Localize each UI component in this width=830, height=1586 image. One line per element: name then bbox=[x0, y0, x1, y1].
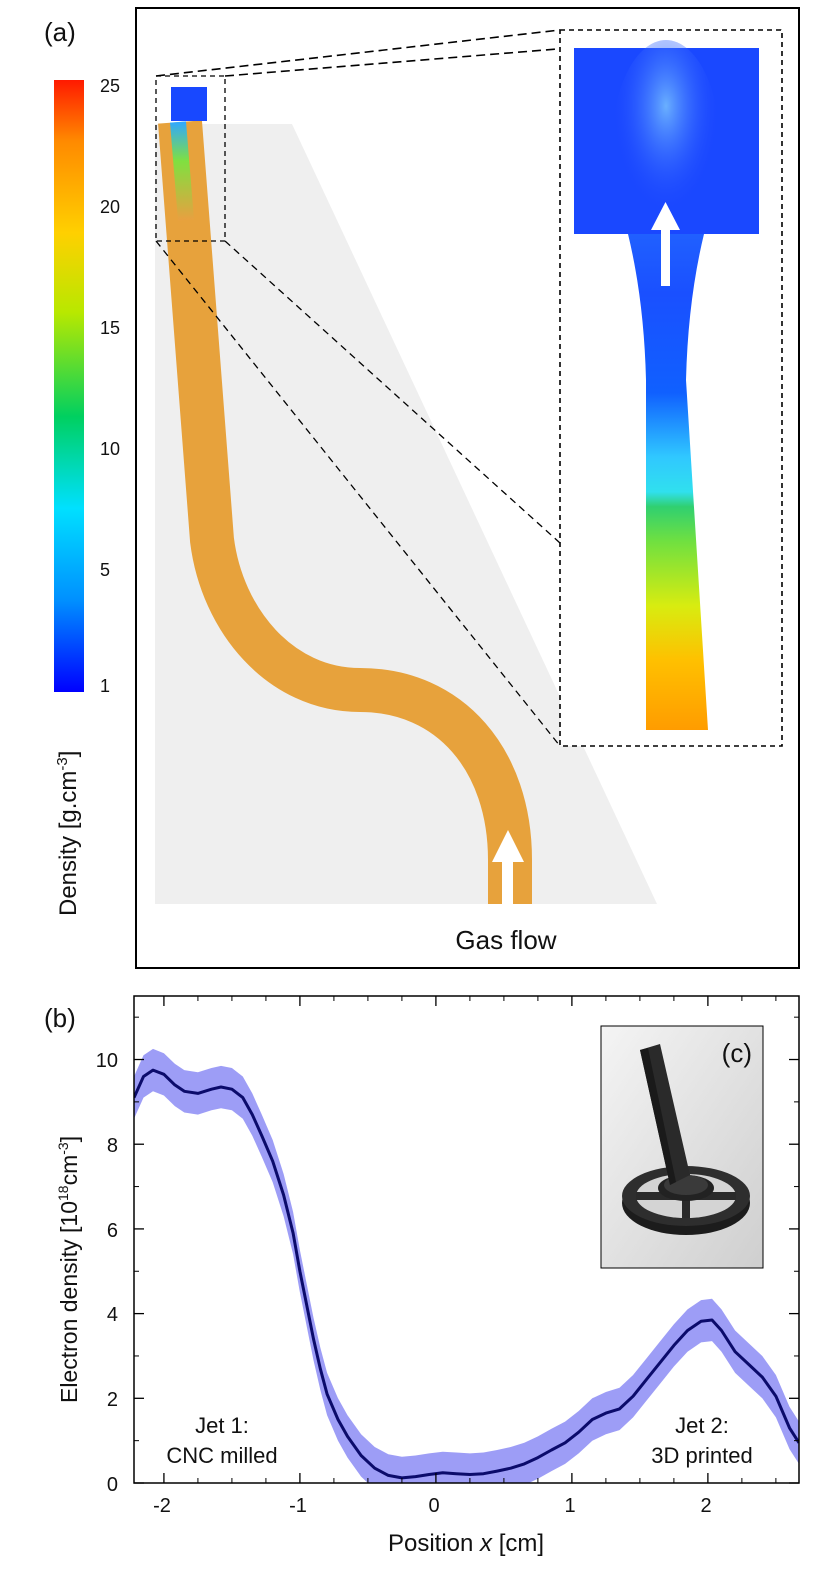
y-tick-label: 8 bbox=[107, 1135, 118, 1157]
zoom-line bbox=[224, 47, 571, 77]
x-tick-label: 0 bbox=[428, 1495, 439, 1517]
y-tick-label: 10 bbox=[96, 1050, 118, 1072]
inset-nozzle bbox=[628, 234, 708, 730]
x-tick-label: 2 bbox=[700, 1495, 711, 1517]
x-axis-title: Position x [cm] bbox=[388, 1530, 544, 1557]
x-tick-label: -1 bbox=[289, 1495, 307, 1517]
y-tick-label: 4 bbox=[107, 1304, 118, 1326]
panel-b-label: (b) bbox=[44, 1003, 76, 1033]
jet-channel bbox=[158, 120, 532, 904]
zoom-line bbox=[224, 240, 561, 544]
gas-flow-label: Gas flow bbox=[455, 925, 556, 955]
density-colorbar bbox=[54, 80, 84, 692]
jet1-annotation: Jet 1: CNC milled bbox=[166, 1413, 277, 1468]
plot-frame bbox=[133, 995, 800, 1484]
y-axis-title: Electron density [1018cm-3] bbox=[55, 1136, 82, 1403]
x-tick-label: 1 bbox=[564, 1495, 575, 1517]
zoom-inset bbox=[559, 29, 783, 747]
jet1-label: Jet 1: bbox=[195, 1413, 249, 1438]
panel-a: (a) 25 20 15 10 5 1 Density [g.cm-3] Gas… bbox=[44, 7, 800, 969]
plot-area bbox=[134, 996, 799, 1484]
x-tick-label: -2 bbox=[153, 1495, 171, 1517]
electron-density-line bbox=[134, 1068, 799, 1480]
colorbar-tick: 10 bbox=[100, 439, 120, 459]
y-tick-label: 2 bbox=[107, 1389, 118, 1411]
inset-photo: (c) bbox=[600, 1025, 764, 1269]
jet2-annotation: Jet 2: 3D printed bbox=[651, 1413, 753, 1468]
jet-neck bbox=[170, 121, 194, 221]
colorbar-tick: 15 bbox=[100, 318, 120, 338]
colorbar-tick: 25 bbox=[100, 76, 120, 96]
jet2-label: Jet 2: bbox=[675, 1413, 729, 1438]
colorbar-tick: 20 bbox=[100, 197, 120, 217]
jet2-method: 3D printed bbox=[651, 1443, 753, 1468]
printed-jet-photo bbox=[622, 1044, 750, 1235]
inset-label: (c) bbox=[722, 1038, 752, 1068]
y-tick-labels: 0 2 4 6 8 10 bbox=[96, 1050, 118, 1496]
panel-b: (b) 0 2 4 6 8 10 -2 -1 0 1 2 Position x … bbox=[44, 995, 800, 1557]
colorbar-ticks: 25 20 15 10 5 1 bbox=[100, 76, 120, 696]
colorbar-title: Density [g.cm-3] bbox=[54, 751, 82, 916]
y-tick-label: 6 bbox=[107, 1220, 118, 1242]
jet1-method: CNC milled bbox=[166, 1443, 277, 1468]
zoom-line bbox=[155, 29, 561, 77]
inset-flow-arrow bbox=[651, 202, 680, 286]
inset-glow bbox=[611, 40, 721, 260]
colorbar-tick: 5 bbox=[100, 560, 110, 580]
x-tick-labels: -2 -1 0 1 2 bbox=[153, 1495, 711, 1517]
jet-outlet bbox=[171, 87, 207, 121]
gas-region bbox=[155, 124, 657, 904]
gas-flow-arrow bbox=[492, 830, 524, 904]
panel-a-label: (a) bbox=[44, 17, 76, 47]
colorbar-tick: 1 bbox=[100, 676, 110, 696]
y-tick-label: 0 bbox=[107, 1474, 118, 1496]
